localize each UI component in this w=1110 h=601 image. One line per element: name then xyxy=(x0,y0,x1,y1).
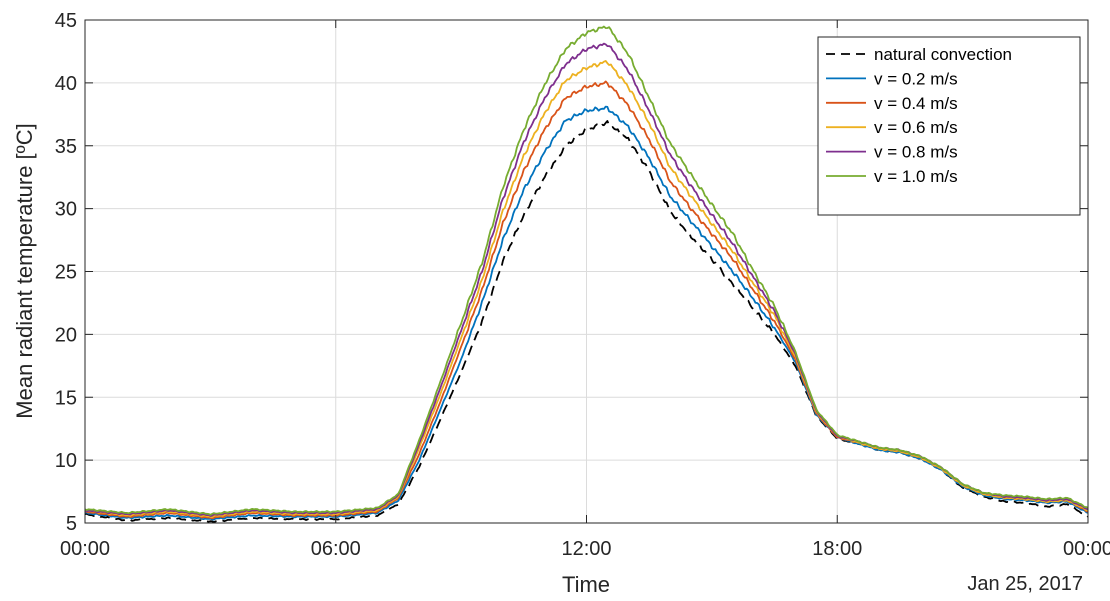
y-tick-label: 35 xyxy=(55,136,77,158)
y-tick-labels: 5 10 15 20 25 30 35 40 45 xyxy=(55,10,77,535)
y-tick-label: 40 xyxy=(55,73,77,95)
x-tick-label: 06:00 xyxy=(311,538,361,560)
series-line-5 xyxy=(84,25,1089,516)
x-tick-label: 00:00 xyxy=(60,538,110,560)
legend-label-2: v = 0.4 m/s xyxy=(874,94,958,113)
legend-items: natural convection v = 0.2 m/s v = 0.4 m/s… xyxy=(826,45,1012,186)
legend-box xyxy=(817,36,1081,216)
y-tick-label: 45 xyxy=(55,10,77,32)
series-lines xyxy=(84,25,1089,523)
legend-label-1: v = 0.2 m/s xyxy=(874,69,958,88)
y-tick-label: 25 xyxy=(55,262,77,284)
y-tick-label: 30 xyxy=(55,199,77,221)
legend-label-3: v = 0.6 m/s xyxy=(874,118,958,137)
y-tick-label: 10 xyxy=(55,450,77,472)
y-tick-label: 15 xyxy=(55,387,77,409)
x-tick-labels: 00:00 06:00 12:00 18:00 00:00 xyxy=(60,538,1110,560)
x-tick-label: 00:00 xyxy=(1063,538,1110,560)
legend-label-4: v = 0.8 m/s xyxy=(874,143,958,162)
date-label: Jan 25, 2017 xyxy=(967,573,1083,595)
ticks xyxy=(84,19,1089,524)
x-tick-label: 12:00 xyxy=(561,538,611,560)
legend: natural convection v = 0.2 m/s v = 0.4 m/s… xyxy=(817,36,1081,216)
legend-label-0: natural convection xyxy=(874,45,1012,64)
x-axis-label: Time xyxy=(562,572,610,597)
y-tick-label: 20 xyxy=(55,324,77,346)
y-tick-label: 5 xyxy=(66,513,77,535)
y-axis-label: Mean radiant temperature [ºC] xyxy=(12,123,37,418)
legend-label-5: v = 1.0 m/s xyxy=(874,167,958,186)
x-tick-label: 18:00 xyxy=(812,538,862,560)
